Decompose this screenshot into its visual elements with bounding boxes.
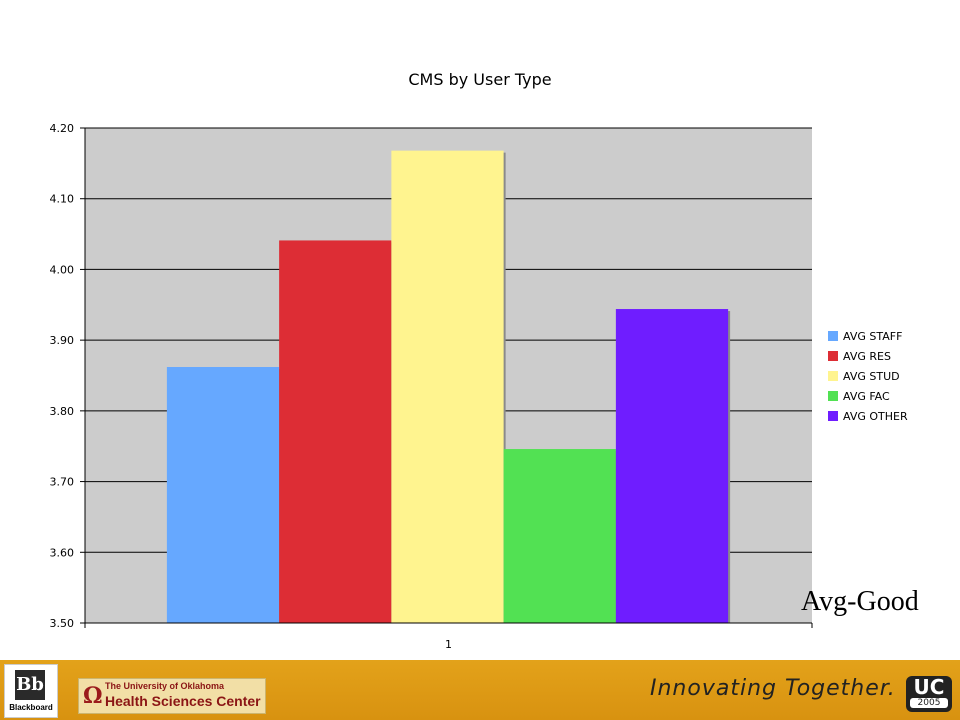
legend-label: AVG FAC [843, 390, 890, 403]
legend-swatch [828, 331, 838, 341]
y-tick-label: 4.10 [50, 193, 75, 206]
bar-chart: CMS by User Type 3.50 3.60 3.70 3.80 3.90 4.0… [50, 70, 908, 651]
org-line1: The University of Oklahoma [105, 681, 225, 691]
legend-swatch [828, 411, 838, 421]
legend-swatch [828, 351, 838, 361]
legend: AVG STAFF AVG RES AVG STUD AVG FAC AVG OTHER [828, 330, 908, 423]
legend-label: AVG OTHER [843, 410, 908, 423]
y-tick-label: 3.60 [50, 546, 75, 559]
bar-avg-staff [166, 367, 280, 623]
uc-logo-year: 2005 [910, 698, 948, 708]
y-tick-label: 4.20 [50, 122, 75, 135]
org-line2: Health Sciences Center [105, 693, 261, 709]
blackboard-logo-mark: Bb [15, 670, 45, 700]
y-tick-label: 3.90 [50, 334, 75, 347]
bar-avg-stud [391, 150, 504, 623]
blackboard-logo: Bb Blackboard [4, 664, 58, 718]
ou-shield-icon: Ω [83, 683, 103, 709]
ou-hsc-logo: Ω The University of Oklahoma Health Scie… [78, 678, 266, 714]
blackboard-logo-text: Blackboard [9, 703, 53, 712]
y-tick-label: 4.00 [50, 263, 75, 276]
y-tick-label: 3.80 [50, 405, 75, 418]
uc2005-logo: UC 2005 [906, 676, 952, 712]
legend-swatch [828, 371, 838, 381]
tagline: Innovating Together. [650, 676, 896, 701]
x-tick-label: 1 [445, 638, 452, 651]
y-tick-label: 3.50 [50, 617, 75, 630]
bar-avg-fac [503, 449, 616, 623]
y-tick-label: 3.70 [50, 476, 75, 489]
bar-avg-other [615, 309, 729, 623]
legend-label: AVG STUD [843, 370, 900, 383]
bar-avg-res [279, 240, 392, 623]
legend-swatch [828, 391, 838, 401]
uc-logo-main: UC [913, 675, 945, 699]
chart-title: CMS by User Type [408, 70, 551, 89]
annotation-label: Avg-Good [801, 586, 919, 617]
legend-label: AVG RES [843, 350, 891, 363]
legend-label: AVG STAFF [843, 330, 902, 343]
